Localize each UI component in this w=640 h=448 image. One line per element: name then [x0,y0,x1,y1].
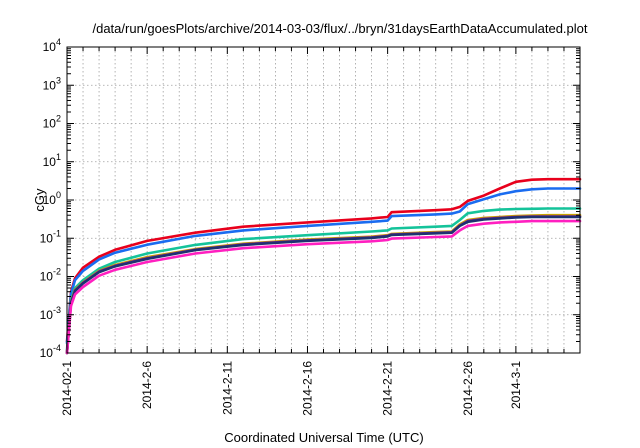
y-tick-label: 103 [43,75,61,92]
y-tick-label: 10-3 [40,305,61,322]
chart-title: /data/run/goesPlots/archive/2014-03-03/f… [92,21,587,36]
series-line-1 [65,177,582,343]
y-tick-label: 100 [43,190,61,207]
x-tick-label: 2014-2-16 [300,361,314,416]
y-tick-labels: 10-4 10-3 10-2 10-1 100 101 102 103 104 [40,37,61,360]
y-tick-label: 104 [43,37,61,54]
series-layer [65,177,582,355]
x-tick-label: 2014-2-11 [220,361,234,415]
series-line-7 [65,219,582,355]
x-tick-label: 2014-02-1 [60,361,74,416]
series-line-6 [65,215,582,355]
x-axis-label: Coordinated Universal Time (UTC) [224,430,423,445]
y-tick-label: 10-4 [40,343,61,360]
x-tick-label: 2014-2-26 [461,361,475,416]
y-tick-label: 10-2 [40,267,61,284]
series-line-5 [65,215,582,355]
series-line-3 [65,207,582,352]
grid [67,47,580,353]
ticks [66,46,581,354]
y-tick-label: 102 [43,114,61,131]
x-tick-label: 2014-2-6 [140,361,154,409]
series-line-2 [65,187,582,345]
x-tick-label: 2014-2-21 [381,361,395,416]
y-axis-label: cGy [32,188,47,212]
x-tick-labels: 2014-02-1 2014-2-6 2014-2-11 2014-2-16 2014-… [60,361,523,416]
x-tick-label: 2014-3-1 [509,361,523,409]
y-tick-label: 10-1 [40,228,61,245]
y-tick-label: 101 [43,152,61,169]
